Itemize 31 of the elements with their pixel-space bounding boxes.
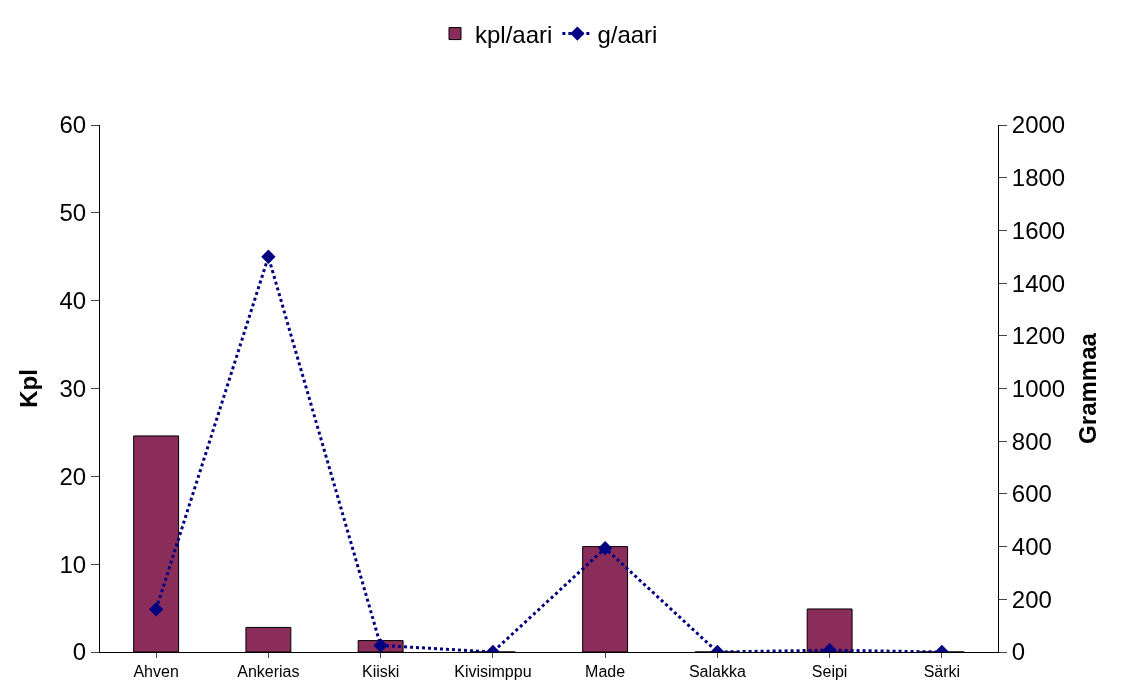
y2-axis-title: Grammaa [1074,332,1102,444]
y2-tick-label: 1000 [1011,374,1066,402]
x-tick-label: Ahven [133,663,179,681]
y2-tick-label: 800 [1011,427,1052,455]
y2-tick-label: 600 [1011,480,1052,508]
y2-tick-label: 400 [1011,533,1052,560]
x-tick-label: Kiiski [361,663,400,681]
y-axis-title: Kpl [14,369,42,408]
y2-tick-label: 1800 [1011,164,1066,192]
x-tick-label: Seipi [811,663,848,681]
y-tick-label: 30 [59,374,87,402]
y2-tick-label: 0 [1011,638,1026,666]
y-tick-label: 20 [59,462,87,490]
legend-label: g/aari [597,20,658,48]
x-tick-label: Kivisimppu [454,663,532,681]
y2-tick-label: 1400 [1011,269,1066,297]
y-tick-label: 60 [59,111,87,139]
x-tick-label: Salakka [688,663,746,681]
x-tick-label: Särki [923,663,961,681]
legend-label: kpl/aari [475,20,553,48]
y-tick-label: 50 [59,199,87,227]
y-tick-label: 40 [59,287,87,315]
y-tick-label: 10 [59,550,87,578]
point [261,249,276,264]
y2-tick-label: 2000 [1011,111,1066,139]
y2-tick-label: 200 [1011,585,1052,613]
x-tick-label: Ankerias [237,663,300,681]
y2-tick-label: 1600 [1011,216,1066,244]
x-tick-label: Made [585,663,626,681]
y2-tick-label: 1200 [1011,322,1066,350]
y-tick-label: 0 [72,638,87,666]
